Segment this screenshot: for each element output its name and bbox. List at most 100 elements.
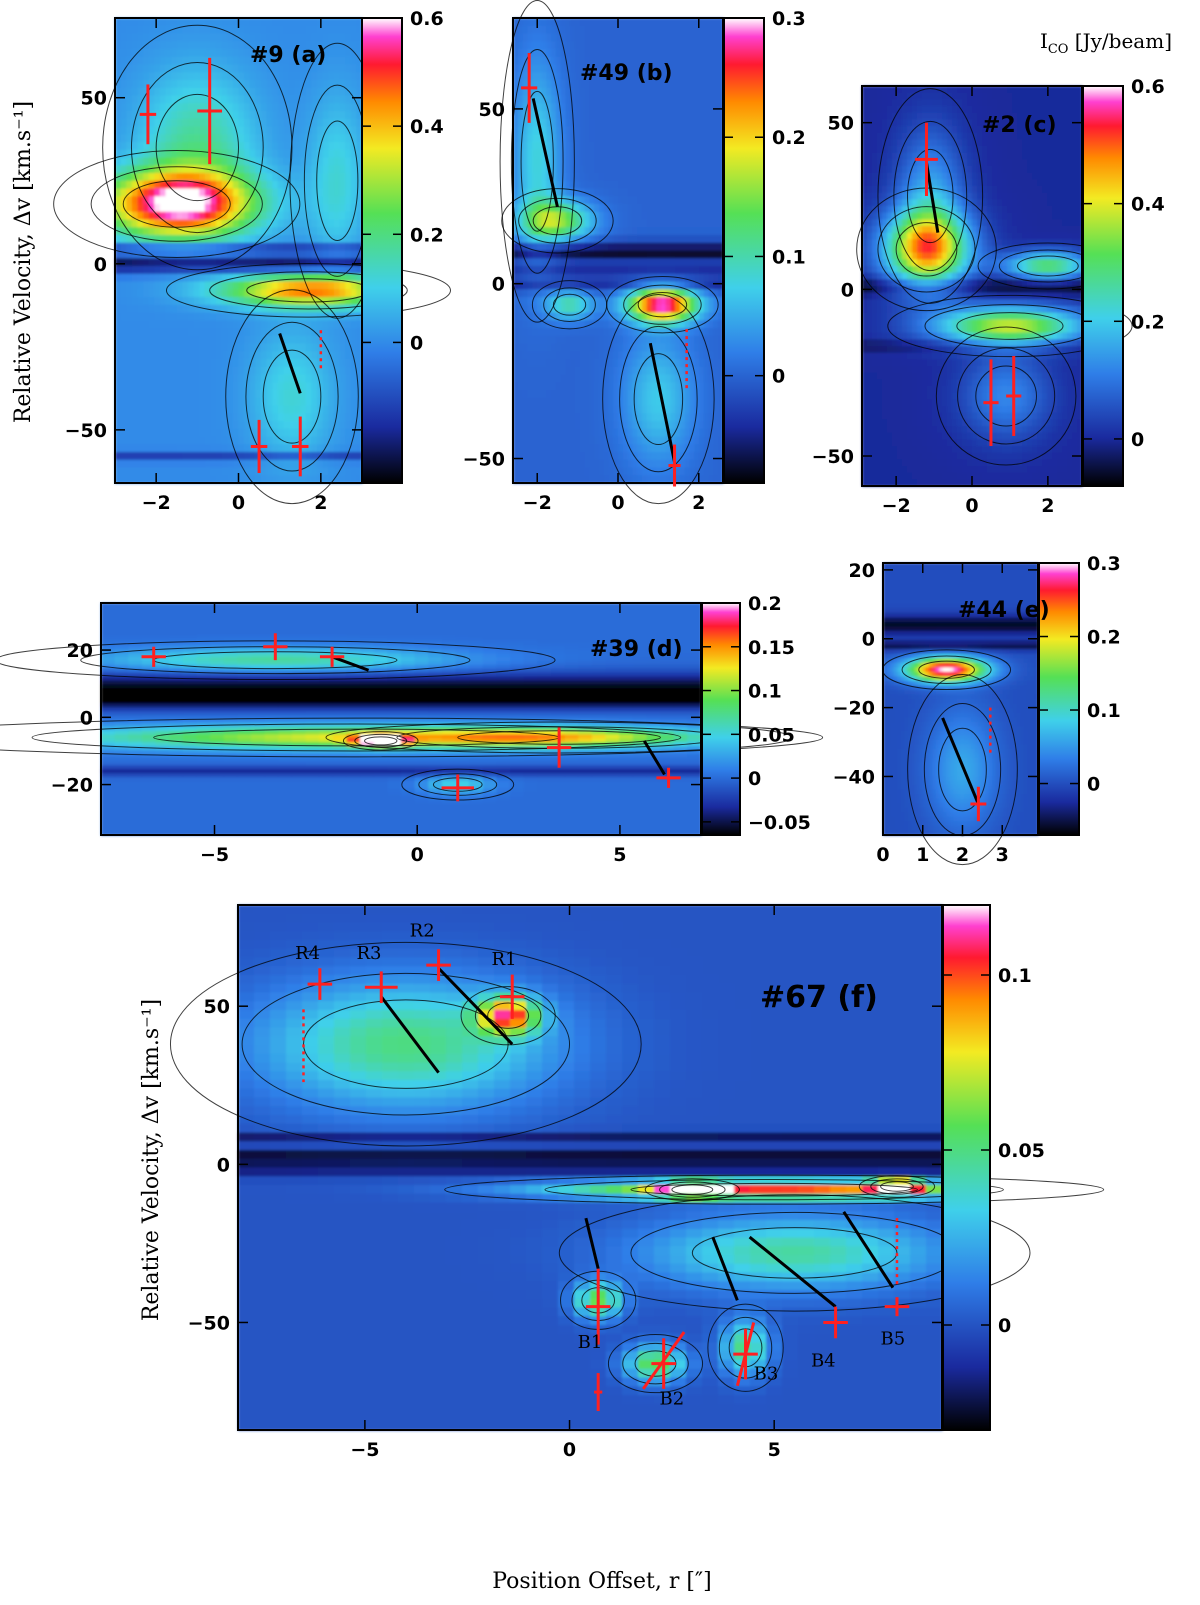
heatmap-cell	[317, 281, 324, 290]
heatmap-cell	[627, 297, 633, 306]
heatmap-cell	[646, 459, 653, 469]
heatmap-cell	[148, 304, 155, 314]
heatmap-cell	[143, 33, 150, 42]
heatmap-cell	[294, 328, 301, 337]
heatmap-cell	[227, 328, 234, 337]
heatmap-cell	[283, 382, 290, 391]
heatmap-cell	[305, 211, 313, 221]
heatmap-cell	[551, 235, 557, 244]
heatmap-cell	[622, 242, 629, 252]
heatmap-cell	[249, 103, 256, 112]
heatmap-cell	[584, 452, 590, 461]
heatmap-cell	[154, 18, 161, 27]
heatmap-cell	[266, 428, 273, 438]
heatmap-cell	[637, 188, 643, 197]
heatmap-cell	[143, 335, 150, 345]
heatmap-cell	[541, 103, 548, 112]
heatmap-cell	[646, 405, 653, 414]
heatmap-cell	[656, 289, 662, 298]
heatmap-cell	[238, 33, 245, 42]
heatmap-cell	[532, 258, 538, 267]
heatmap-cell	[115, 335, 122, 345]
heatmap-cell	[126, 320, 133, 329]
heatmap-cell	[272, 134, 279, 143]
heatmap-cell	[632, 397, 638, 407]
heatmap-cell	[689, 165, 695, 174]
heatmap-cell	[632, 320, 638, 329]
heatmap-cell	[283, 211, 290, 221]
heatmap-cell	[311, 475, 318, 484]
heatmap-cell	[665, 390, 672, 399]
heatmap-cell	[305, 204, 313, 213]
heatmap-cell	[221, 219, 228, 228]
heatmap-cell	[176, 436, 183, 445]
heatmap-cell	[272, 242, 279, 252]
heatmap-cell	[632, 242, 638, 252]
heatmap-cell	[555, 312, 562, 321]
heatmap-cell	[305, 390, 313, 399]
heatmap-cell	[560, 180, 567, 190]
heatmap-cell	[603, 452, 610, 461]
heatmap-cell	[589, 273, 595, 283]
heatmap-cell	[598, 444, 605, 453]
heatmap-cell	[660, 436, 667, 445]
heatmap-cell	[632, 95, 638, 104]
heatmap-cell	[651, 95, 657, 104]
contour	[316, 120, 359, 242]
heatmap-cell	[689, 56, 695, 66]
heatmap-cell	[345, 436, 352, 445]
heatmap-cell	[608, 297, 614, 306]
heatmap-cell	[232, 64, 240, 73]
heatmap-cell	[221, 87, 228, 97]
heatmap-cell	[560, 250, 567, 259]
heatmap-cell	[675, 475, 681, 484]
heatmap-cell	[266, 320, 273, 329]
heatmap-cell	[227, 157, 234, 166]
heatmap-cell	[608, 219, 614, 228]
heatmap-cell	[176, 475, 183, 484]
heatmap-cell	[536, 64, 543, 73]
heatmap-cell	[120, 366, 127, 376]
heatmap-cell	[339, 250, 346, 259]
heatmap-cell	[532, 157, 538, 166]
heatmap-cell	[603, 405, 610, 414]
heatmap-cell	[210, 335, 217, 345]
heatmap-cell	[159, 211, 167, 221]
heatmap-cell	[137, 242, 144, 252]
heatmap-cell	[143, 397, 150, 407]
heatmap-cell	[522, 382, 528, 391]
heatmap-cell	[227, 304, 234, 314]
heatmap-cell	[603, 49, 610, 58]
heatmap-cell	[350, 33, 357, 42]
heatmap-cell	[227, 297, 234, 306]
heatmap-cell	[300, 397, 307, 407]
heatmap-cell	[126, 297, 133, 306]
heatmap-cell	[350, 250, 357, 259]
heatmap-cell	[584, 235, 590, 244]
heatmap-cell	[675, 266, 681, 275]
heatmap-cell	[176, 343, 183, 352]
heatmap-cell	[232, 413, 240, 422]
heatmap-cell	[684, 467, 691, 476]
heatmap-cell	[143, 25, 150, 35]
heatmap-cell	[579, 211, 586, 221]
heatmap-cell	[546, 304, 552, 314]
heatmap-cell	[333, 87, 341, 97]
heatmap-cell	[305, 366, 313, 376]
heatmap-cell	[204, 366, 212, 376]
heatmap-cell	[608, 397, 614, 407]
heatmap-cell	[627, 142, 633, 151]
heatmap-cell	[131, 374, 139, 383]
heatmap-cell	[613, 95, 619, 104]
heatmap-cell	[260, 312, 268, 321]
heatmap-cell	[536, 444, 543, 453]
heatmap-cell	[345, 242, 352, 252]
heatmap-cell	[115, 366, 122, 376]
heatmap-cell	[627, 173, 633, 182]
heatmap-cell	[294, 180, 301, 190]
panel-a-colorbar: 00.20.40.6	[361, 8, 444, 484]
heatmap-cell	[260, 374, 268, 383]
heatmap-cell	[579, 281, 586, 290]
heatmap-cell	[598, 289, 605, 298]
heatmap-cell	[675, 118, 681, 128]
